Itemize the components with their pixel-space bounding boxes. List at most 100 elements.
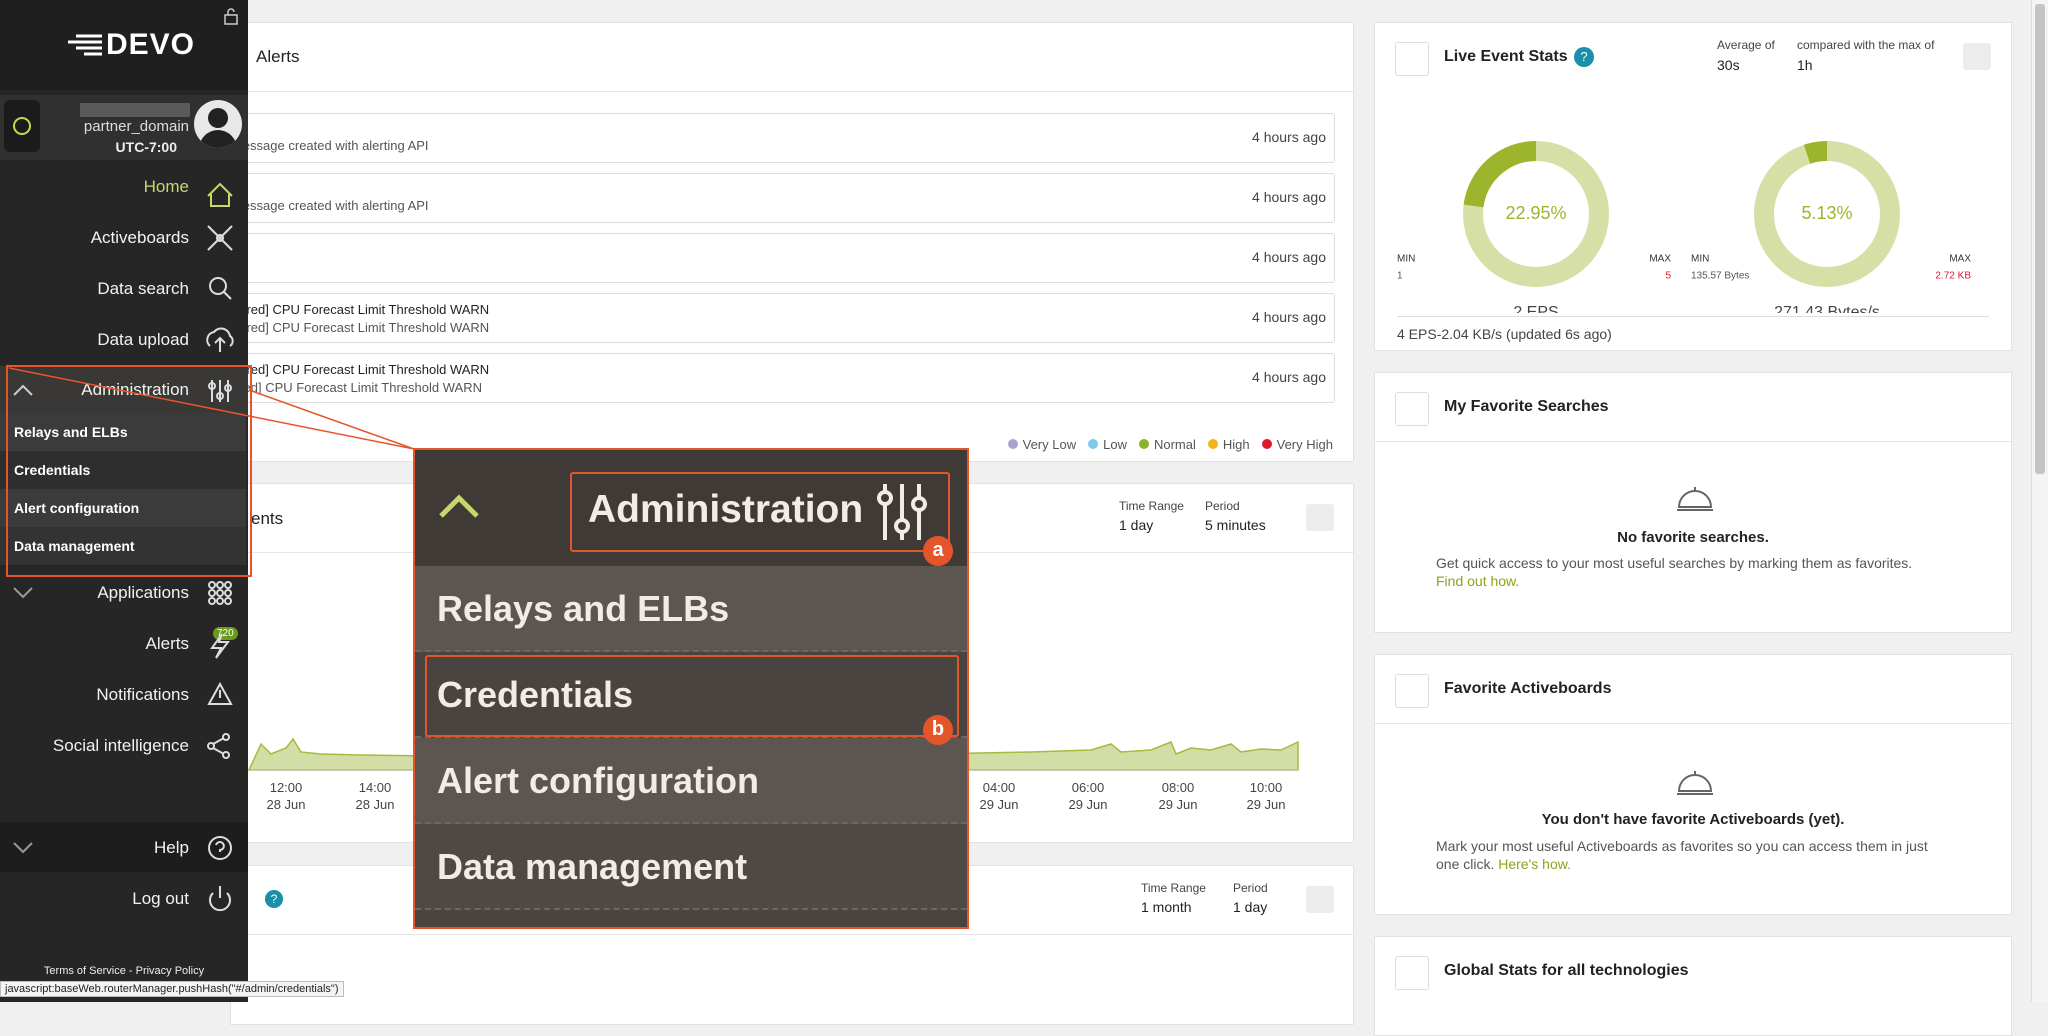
help-icon[interactable]: ? <box>1574 47 1594 67</box>
chevron-up <box>439 494 479 518</box>
nav-item[interactable]: Help <box>154 838 189 857</box>
nav-item[interactable]: Home <box>143 177 189 196</box>
legend-label: Normal <box>1153 436 1196 452</box>
help-link[interactable]: Here's how. <box>1498 856 1571 872</box>
x-tick-label: 04:00 <box>982 780 1016 795</box>
empty-message: You don't have favorite Activeboards (ye… <box>1541 811 1845 828</box>
callout-lines <box>6 365 415 577</box>
divider <box>231 91 1353 92</box>
x-tick-label: 28 Jun <box>266 797 306 812</box>
x-tick-label: 29 Jun <box>1158 797 1198 812</box>
nav-item[interactable]: Data upload <box>97 330 189 349</box>
x-tick-label: 06:00 <box>1071 780 1105 795</box>
panel-icon <box>1395 674 1429 708</box>
min-label: MIN <box>1691 254 1709 265</box>
nav-item[interactable]: Applications <box>97 583 189 602</box>
alert-row[interactable]: gered] CPU Forecast Limit Threshold WARN… <box>231 353 1335 403</box>
alert-row[interactable]: message created with alerting API 4 hours… <box>231 113 1335 163</box>
alert-text: gered] CPU Forecast Limit Threshold WARN <box>232 302 490 317</box>
stats-summary: 4 EPS-2.04 KB/s (updated 6s ago) <box>1397 326 1612 342</box>
empty-message: No favorite searches. <box>1617 529 1769 546</box>
nav-item[interactable]: Activeboards <box>90 228 189 247</box>
footer-links[interactable]: Terms of Service - Privacy Policy <box>43 965 205 977</box>
legend-label: High <box>1222 436 1250 452</box>
refresh-button[interactable] <box>1306 886 1334 913</box>
scrollbar[interactable] <box>2031 0 2048 1002</box>
min-value: 1 <box>1397 271 1403 282</box>
favorite-searches-panel: My Favorite Searches No favorite searche… <box>1374 372 2012 633</box>
zoom-item: Alert configuration <box>415 738 967 824</box>
min-label: MIN <box>1397 254 1415 265</box>
x-tick-label: 29 Jun <box>1246 797 1286 812</box>
max-label: MAX <box>1949 254 1971 265</box>
callout-badge: b <box>923 715 953 745</box>
compare-select[interactable]: 1h <box>1797 57 1813 73</box>
nav-item[interactable]: Social intelligence <box>52 736 189 755</box>
nav-item[interactable]: Administration <box>81 380 189 399</box>
blurred-username <box>80 103 190 117</box>
alert-time: 4 hours ago <box>1252 249 1326 265</box>
nav-item[interactable]: Data search <box>97 279 189 298</box>
empty-icon <box>1677 771 1713 795</box>
divider <box>1397 316 1989 317</box>
legend-item: High <box>1207 436 1250 452</box>
panel-title: Global Stats for all technologies <box>1444 962 1689 979</box>
zoom-header-title: Administration <box>588 488 864 531</box>
donut-rate: 271.43 Bytes/s <box>1774 304 1880 313</box>
highlight-box <box>425 655 959 737</box>
refresh-button[interactable] <box>1963 43 1991 70</box>
alert-row[interactable]: gered] CPU Forecast Limit Threshold WARN… <box>231 293 1335 343</box>
refresh-button[interactable] <box>1306 504 1334 531</box>
x-tick-label: 29 Jun <box>1068 797 1108 812</box>
panel-icon <box>1395 42 1429 76</box>
alert-row[interactable]: message created with alerting API 4 hours… <box>231 173 1335 223</box>
compare-label: compared with the max of <box>1797 38 1935 52</box>
help-link[interactable]: Find out how. <box>1436 573 1520 589</box>
nav-item[interactable]: Alerts <box>145 634 189 653</box>
legend-item: Very Low <box>1007 437 1076 452</box>
divider <box>1375 441 2011 442</box>
donut-value-arc <box>1803 141 1828 164</box>
favorite-activeboards-panel: Favorite Activeboards You don't have fav… <box>1374 654 2012 915</box>
average-label: Average of <box>1717 38 1775 52</box>
submenu-item[interactable]: Alert configuration <box>0 489 246 527</box>
nav-item[interactable]: Log out <box>132 889 189 908</box>
donut-rate: 2 EPS <box>1513 304 1558 313</box>
time-range-select[interactable]: 1 month <box>1141 899 1192 915</box>
lock-icon[interactable] <box>223 7 239 25</box>
nav-item[interactable]: Notifications <box>96 685 189 704</box>
panel-title: My Favorite Searches <box>1444 398 1609 415</box>
period-select[interactable]: 5 minutes <box>1205 517 1266 533</box>
logo-area <box>0 0 248 90</box>
min-value: 135.57 Bytes <box>1691 271 1749 282</box>
alert-row[interactable]: e4 hours ago <box>231 233 1335 283</box>
submenu-item[interactable]: Relays and ELBs <box>0 413 246 451</box>
max-value: 5 <box>1665 271 1671 282</box>
timezone[interactable]: UTC-7:00 <box>115 139 177 155</box>
period-select[interactable]: 1 day <box>1233 899 1268 915</box>
avatar[interactable] <box>194 100 242 148</box>
alert-time: 4 hours ago <box>1252 189 1326 205</box>
panel-title: ents <box>251 509 284 528</box>
domain-switcher[interactable] <box>4 100 40 152</box>
alert-time: 4 hours ago <box>1252 309 1326 325</box>
highlight-box <box>6 365 252 577</box>
submenu-item[interactable]: Credentials <box>0 451 246 489</box>
panel-title: Live Event Stats <box>1444 48 1568 65</box>
nav-icons <box>13 182 234 912</box>
submenu-item[interactable]: Data management <box>0 527 246 565</box>
highlight-box <box>570 472 950 552</box>
zoom-header <box>415 450 967 566</box>
scroll-thumb[interactable] <box>2035 4 2045 474</box>
x-tick-label: 14:00 <box>358 780 392 795</box>
alert-time: 4 hours ago <box>1252 369 1326 385</box>
x-tick-label: 12:00 <box>269 780 303 795</box>
panel-title: Favorite Activeboards <box>1444 680 1612 697</box>
alert-text: message created with alerting API <box>232 138 429 153</box>
help-bg <box>0 822 248 872</box>
average-select[interactable]: 30s <box>1717 57 1740 73</box>
donut-value-arc <box>1463 141 1537 208</box>
alert-text: gered] CPU Forecast Limit Threshold WARN <box>232 362 490 377</box>
help-icon[interactable]: ? <box>265 890 283 908</box>
time-range-select[interactable]: 1 day <box>1119 517 1154 533</box>
